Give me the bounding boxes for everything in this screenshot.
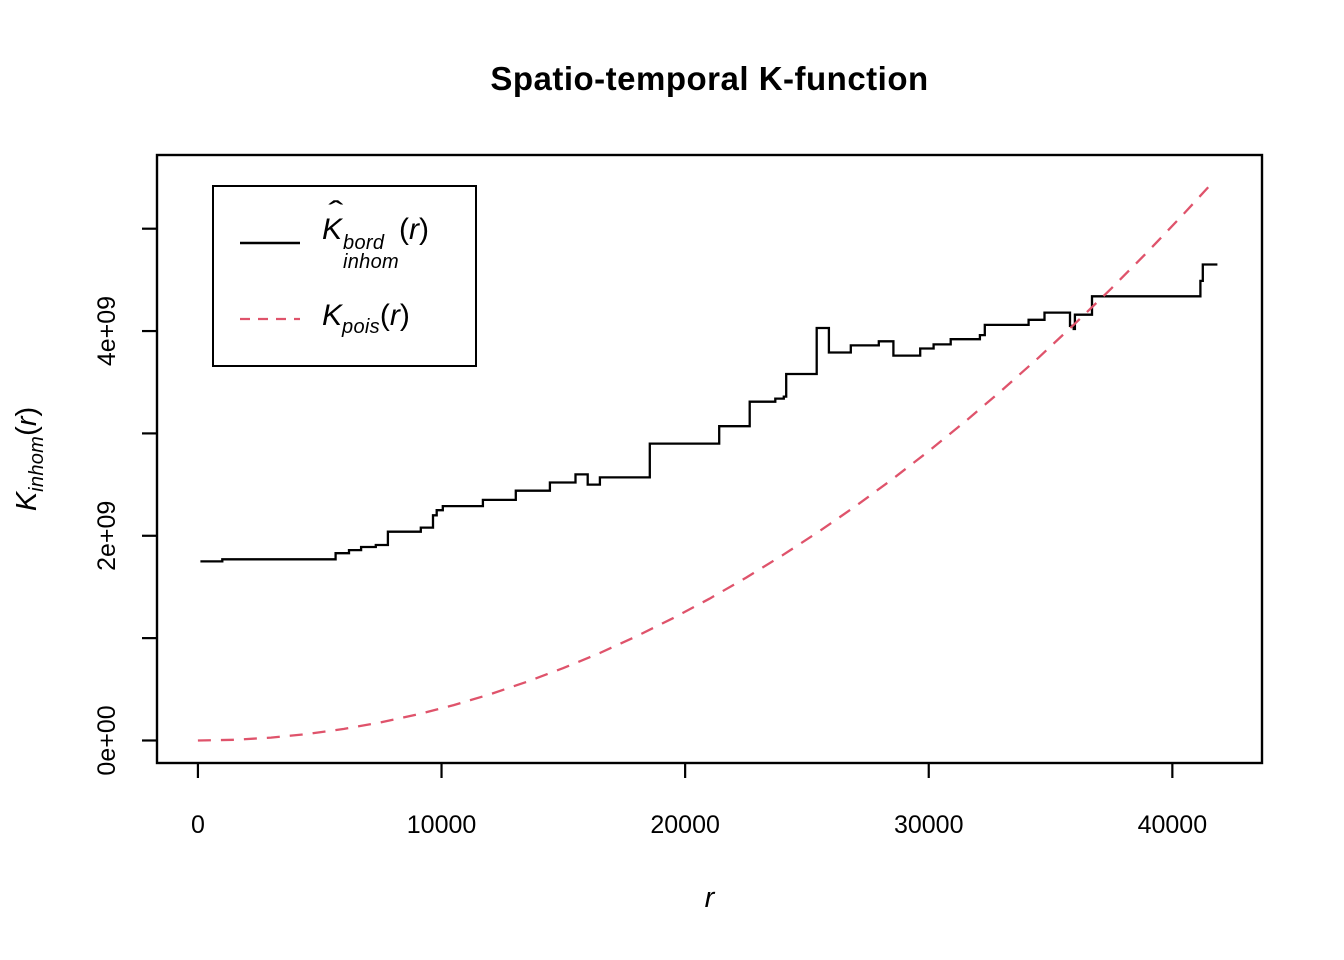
legend-kpois-paren-open: (	[379, 298, 390, 332]
x-axis-tick-label: 40000	[1138, 811, 1208, 839]
legend-kpois-sub: pois	[342, 315, 380, 338]
y-axis-title-arg: r	[11, 416, 43, 427]
y-axis-title-paren-open: (	[11, 426, 43, 436]
legend-solid-line-sample	[240, 241, 300, 245]
y-axis-title-base: K	[11, 491, 43, 512]
y-axis-tick-label: 2e+09	[93, 501, 121, 571]
y-axis-title: Kinhom(r)	[11, 407, 49, 511]
legend-kinhom-base: K	[322, 213, 343, 247]
legend-dashed-line-sample	[240, 317, 300, 320]
y-axis-tick-label: 0e+00	[93, 705, 121, 775]
x-axis-tick-label: 10000	[407, 811, 477, 839]
legend-kinhom-arg: r	[409, 213, 419, 247]
x-axis-tick-label: 20000	[650, 811, 720, 839]
legend-kinhom-sub: inhom	[343, 251, 399, 274]
x-axis-title: r	[704, 882, 715, 914]
y-axis-tick-label: 4e+09	[93, 296, 121, 366]
legend-kinhom-sup: bord	[343, 232, 385, 255]
legend-label-kpois: Kpois(r)	[322, 299, 410, 339]
chart-title: Spatio-temporal K-function	[490, 60, 929, 97]
legend-kpois-arg: r	[389, 298, 400, 332]
x-axis-tick-label: 0	[191, 811, 205, 839]
series-kpois-curve	[197, 180, 1215, 742]
legend-kinhom-paren-close: )	[419, 213, 429, 247]
x-axis-tick-label: 30000	[894, 811, 964, 839]
legend-kpois-base: K	[322, 298, 343, 332]
plot-border	[155, 153, 1264, 765]
y-axis-title-paren-close: )	[11, 406, 43, 417]
y-axis-title-sub: inhom	[26, 435, 48, 492]
legend-kpois-paren-close: )	[399, 298, 410, 332]
series-kinhom-steps	[200, 263, 1218, 563]
hat-accent: ˆ	[328, 196, 344, 230]
legend-kinhom-paren-open: (	[399, 213, 409, 247]
legend-entry-kpois: Kpois(r)	[214, 299, 475, 339]
